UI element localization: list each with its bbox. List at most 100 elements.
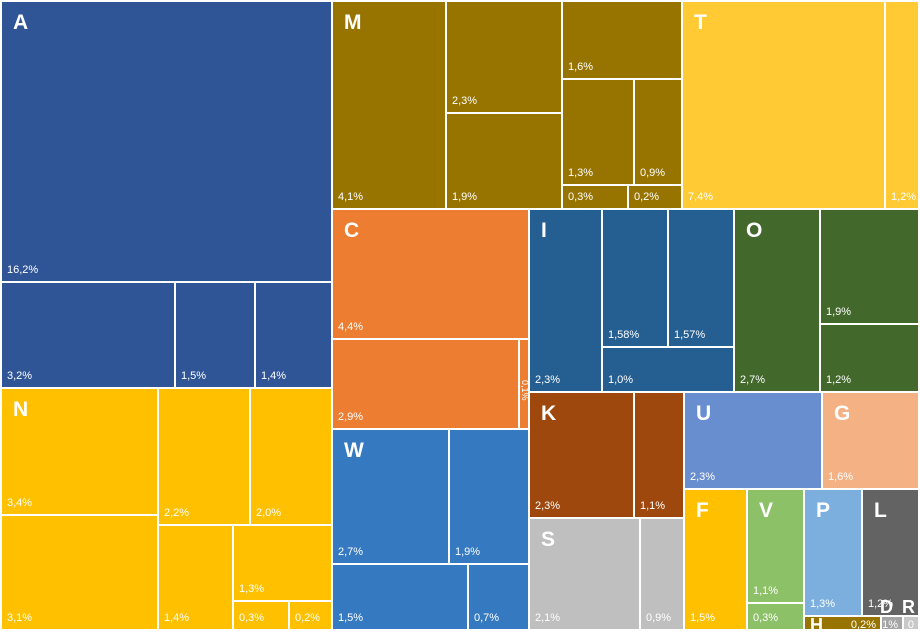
tile <box>821 325 918 391</box>
tile <box>882 617 902 629</box>
value-label: ,1% <box>879 619 898 631</box>
tile <box>635 80 681 184</box>
group-label: A <box>13 11 28 34</box>
group-label: V <box>759 499 773 522</box>
value-label: 2,3% <box>535 500 560 512</box>
value-label: 1,6% <box>568 61 593 73</box>
tile <box>2 389 157 514</box>
group-label: C <box>344 219 359 242</box>
group-label: T <box>694 11 707 34</box>
value-label: 1,4% <box>164 612 189 624</box>
value-label: 16,2% <box>7 264 38 276</box>
tile <box>234 526 331 600</box>
tile <box>2 516 157 629</box>
group-label: P <box>816 499 830 522</box>
group-label: M <box>344 11 362 34</box>
value-label: 2,3% <box>690 471 715 483</box>
value-label: 2,7% <box>338 546 363 558</box>
value-label: 3,2% <box>7 370 32 382</box>
tile <box>805 490 861 615</box>
group-label: D <box>880 597 893 617</box>
tile <box>821 210 918 323</box>
value-label: 1,58% <box>608 329 639 341</box>
tile <box>603 210 667 346</box>
tile <box>447 114 561 208</box>
value-label: 2,9% <box>338 411 363 423</box>
tile <box>563 2 681 78</box>
value-label: 4,1% <box>338 191 363 203</box>
tile <box>176 283 254 387</box>
group-label: K <box>541 402 556 425</box>
value-label: 0,9% <box>646 612 671 624</box>
tile <box>159 389 249 524</box>
tile <box>735 210 819 391</box>
value-label: 1,9% <box>452 191 477 203</box>
value-label: 1,3% <box>568 167 593 179</box>
value-label: 1,6% <box>828 471 853 483</box>
group-label: F <box>696 499 709 522</box>
tile <box>333 565 467 629</box>
group-label: G <box>834 402 850 425</box>
value-label: 1,2% <box>868 598 893 610</box>
tile <box>290 602 331 629</box>
group-label: S <box>541 528 555 551</box>
tile <box>563 186 627 208</box>
value-label: 2,0% <box>256 507 281 519</box>
value-label: 0,2% <box>851 619 876 631</box>
tile <box>333 2 445 208</box>
value-label: 1,5% <box>690 612 715 624</box>
value-label: 1,2% <box>891 191 916 203</box>
tile <box>641 519 683 629</box>
value-label: 0,1% <box>520 380 530 401</box>
value-label: 2,2% <box>164 507 189 519</box>
group-label: N <box>13 398 28 421</box>
value-label: 0,2% <box>295 612 320 624</box>
value-label: 0 <box>908 619 914 631</box>
value-label: 1,3% <box>239 583 264 595</box>
tile <box>2 283 174 387</box>
tile <box>333 340 518 428</box>
tile <box>863 490 918 615</box>
tile <box>530 393 633 517</box>
group-label: U <box>696 402 711 425</box>
tile <box>748 490 803 602</box>
tile <box>563 80 633 184</box>
group-label: L <box>874 499 887 522</box>
tile <box>450 430 528 563</box>
group-label: W <box>344 439 364 462</box>
value-label: 1,5% <box>181 370 206 382</box>
value-label: 0,3% <box>239 612 264 624</box>
value-label: 3,4% <box>7 497 32 509</box>
tile <box>635 393 683 517</box>
value-label: 2,3% <box>535 374 560 386</box>
tile <box>886 2 918 208</box>
value-label: 1,9% <box>455 546 480 558</box>
tile <box>748 604 803 629</box>
value-label: 1,57% <box>674 329 705 341</box>
tile <box>685 393 821 488</box>
tile <box>447 2 561 112</box>
group-label: H <box>810 615 823 633</box>
tile <box>683 2 884 208</box>
tile <box>904 617 918 629</box>
value-label: 0,3% <box>568 191 593 203</box>
tile <box>333 430 448 563</box>
tile <box>685 490 746 629</box>
value-label: 1,5% <box>338 612 363 624</box>
tile <box>603 348 733 391</box>
value-label: 0,2% <box>634 191 659 203</box>
value-label: 2,1% <box>535 612 560 624</box>
tile <box>669 210 733 346</box>
tile <box>256 283 331 387</box>
value-label: 0,3% <box>753 612 778 624</box>
tile <box>520 340 528 428</box>
value-label: 1,1% <box>753 585 778 597</box>
tile <box>469 565 528 629</box>
value-label: 2,7% <box>740 374 765 386</box>
tile <box>530 210 601 391</box>
value-label: 1,9% <box>826 306 851 318</box>
value-label: 1,2% <box>826 374 851 386</box>
value-label: 1,0% <box>608 374 633 386</box>
tile <box>530 519 639 629</box>
